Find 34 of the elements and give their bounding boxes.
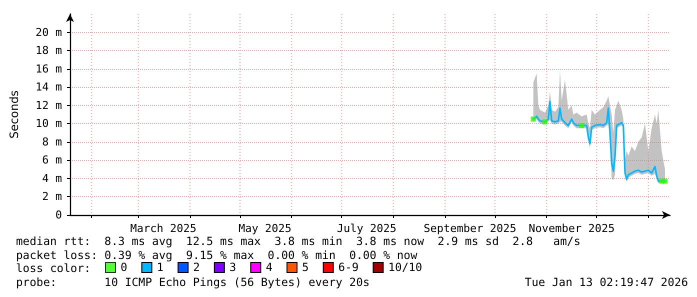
- legend-label: 1: [156, 261, 164, 274]
- legend-label: 4: [266, 261, 273, 274]
- x-tick-label: May 2025: [238, 222, 292, 235]
- point: [579, 122, 584, 128]
- y-tick-label: 0: [55, 208, 62, 222]
- y-tick-label: 4 m: [42, 172, 62, 185]
- y-tick-label: 8 m: [42, 135, 62, 148]
- legend-label: 0: [120, 261, 128, 274]
- y-tick-label: 16 m: [36, 62, 62, 76]
- text: Tue Jan 13 02:19:47 2026: [524, 276, 688, 289]
- legend-title: loss color:: [16, 262, 91, 275]
- text: probe: 10 ICMP Echo Pings (56 Bytes) every 20s: [16, 276, 370, 289]
- point: [662, 178, 668, 184]
- y-tick-label: 20 m: [36, 26, 62, 39]
- y-tick-label: 14 m: [36, 80, 62, 94]
- legend-label: 10/10: [388, 261, 422, 274]
- y-tick-label: 2 m: [42, 190, 62, 204]
- x-tick-label: September 2025: [424, 222, 516, 235]
- legend-label: 3: [229, 261, 236, 274]
- point: [542, 119, 548, 124]
- y-axis-title: Seconds: [7, 90, 21, 139]
- text: median rtt: 8.3 ms avg 12.5 ms max 3.8 ms min 3.8 ms now 2.9 ms sd 2.8 am/s: [16, 235, 581, 248]
- legend-label: 2: [193, 261, 200, 274]
- y-tick-label: 6 m: [42, 154, 62, 167]
- text: packet loss: 0.39 % avg 9.15 % max 0.00 % min 0.00 % now: [16, 249, 418, 262]
- x-tick-label: July 2025: [336, 222, 396, 235]
- y-tick-label: 18 m: [36, 44, 62, 58]
- y-tick-label: 12 m: [36, 98, 62, 112]
- legend-label: 6-9: [338, 261, 359, 274]
- legend-label: 5: [302, 261, 309, 274]
- y-tick-label: 10 m: [36, 117, 62, 130]
- point: [530, 116, 536, 122]
- x-tick-label: November 2025: [528, 222, 615, 235]
- x-tick-label: March 2025: [130, 222, 196, 235]
